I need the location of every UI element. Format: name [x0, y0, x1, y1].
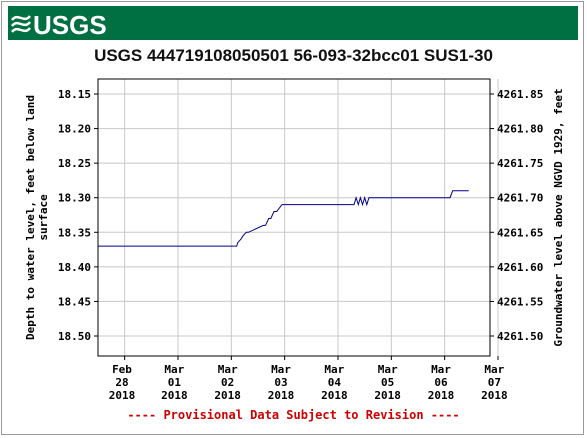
x-tick-label: 2018 [428, 389, 455, 402]
right-tick-label: 4261.55 [497, 295, 543, 308]
right-tick-label: 4261.85 [497, 88, 543, 101]
left-tick-label: 18.15 [58, 88, 91, 101]
x-tick-label: Mar [484, 363, 504, 376]
x-tick-label: 2018 [161, 389, 188, 402]
x-tick-label: Mar [164, 363, 184, 376]
x-tick-label: 04 [328, 376, 342, 389]
chart-title: USGS 444719108050501 56-093-32bcc01 SUS1… [94, 46, 493, 65]
x-tick-label: 2018 [214, 389, 241, 402]
provisional-note: ---- Provisional Data Subject to Revisio… [127, 408, 460, 422]
x-tick-label: Mar [271, 363, 291, 376]
x-tick-label: 2018 [268, 389, 295, 402]
left-tick-label: 18.45 [58, 295, 91, 308]
right-axis-label: Groundwater level above NGVD 1929, feet [552, 88, 565, 346]
x-axis-ticks: Feb282018Mar012018Mar022018Mar032018Mar0… [109, 356, 508, 402]
x-tick-label: 01 [168, 376, 182, 389]
left-axis-label-line2: surface [37, 194, 50, 241]
usgs-banner [8, 6, 578, 40]
x-tick-label: 2018 [481, 389, 508, 402]
x-tick-label: 03 [274, 376, 287, 389]
right-tick-label: 4261.70 [497, 192, 543, 205]
x-tick-label: Mar [378, 363, 398, 376]
x-tick-label: 2018 [109, 389, 136, 402]
right-tick-label: 4261.65 [497, 226, 543, 239]
series-line [98, 190, 469, 247]
x-tick-label: 02 [221, 376, 234, 389]
left-tick-label: 18.35 [58, 226, 91, 239]
right-axis-ticks: 4261.85 4261.80 4261.75 4261.70 4261.65 4261.… [490, 88, 543, 343]
usgs-logo-text: USGS [33, 10, 107, 40]
left-tick-label: 18.20 [58, 123, 91, 136]
plot-border [97, 78, 491, 357]
x-tick-label: 28 [115, 376, 128, 389]
left-tick-label: 18.50 [58, 330, 91, 343]
right-tick-label: 4261.80 [497, 123, 543, 136]
x-tick-label: Mar [218, 363, 238, 376]
left-axis-label-line1: Depth to water level, feet below land [24, 95, 37, 340]
right-tick-label: 4261.60 [497, 261, 543, 274]
right-tick-label: 4261.75 [497, 157, 543, 170]
x-tick-label: Mar [324, 363, 344, 376]
left-axis-ticks: 18.15 18.20 18.25 18.30 18.35 18.40 18.45 18.50 [58, 88, 98, 343]
left-tick-label: 18.25 [58, 157, 91, 170]
x-tick-label: 06 [434, 376, 448, 389]
x-tick-label: 05 [381, 376, 394, 389]
x-tick-label: Mar [431, 363, 451, 376]
left-tick-label: 18.30 [58, 192, 91, 205]
left-tick-label: 18.40 [58, 261, 91, 274]
x-tick-label: 07 [488, 376, 501, 389]
usgs-logo-icon: USGS [11, 10, 107, 40]
x-tick-label: Feb [112, 363, 132, 376]
x-tick-label: 2018 [321, 389, 348, 402]
grid-lines [98, 79, 499, 356]
x-tick-label: 2018 [374, 389, 401, 402]
right-tick-label: 4261.50 [497, 330, 543, 343]
